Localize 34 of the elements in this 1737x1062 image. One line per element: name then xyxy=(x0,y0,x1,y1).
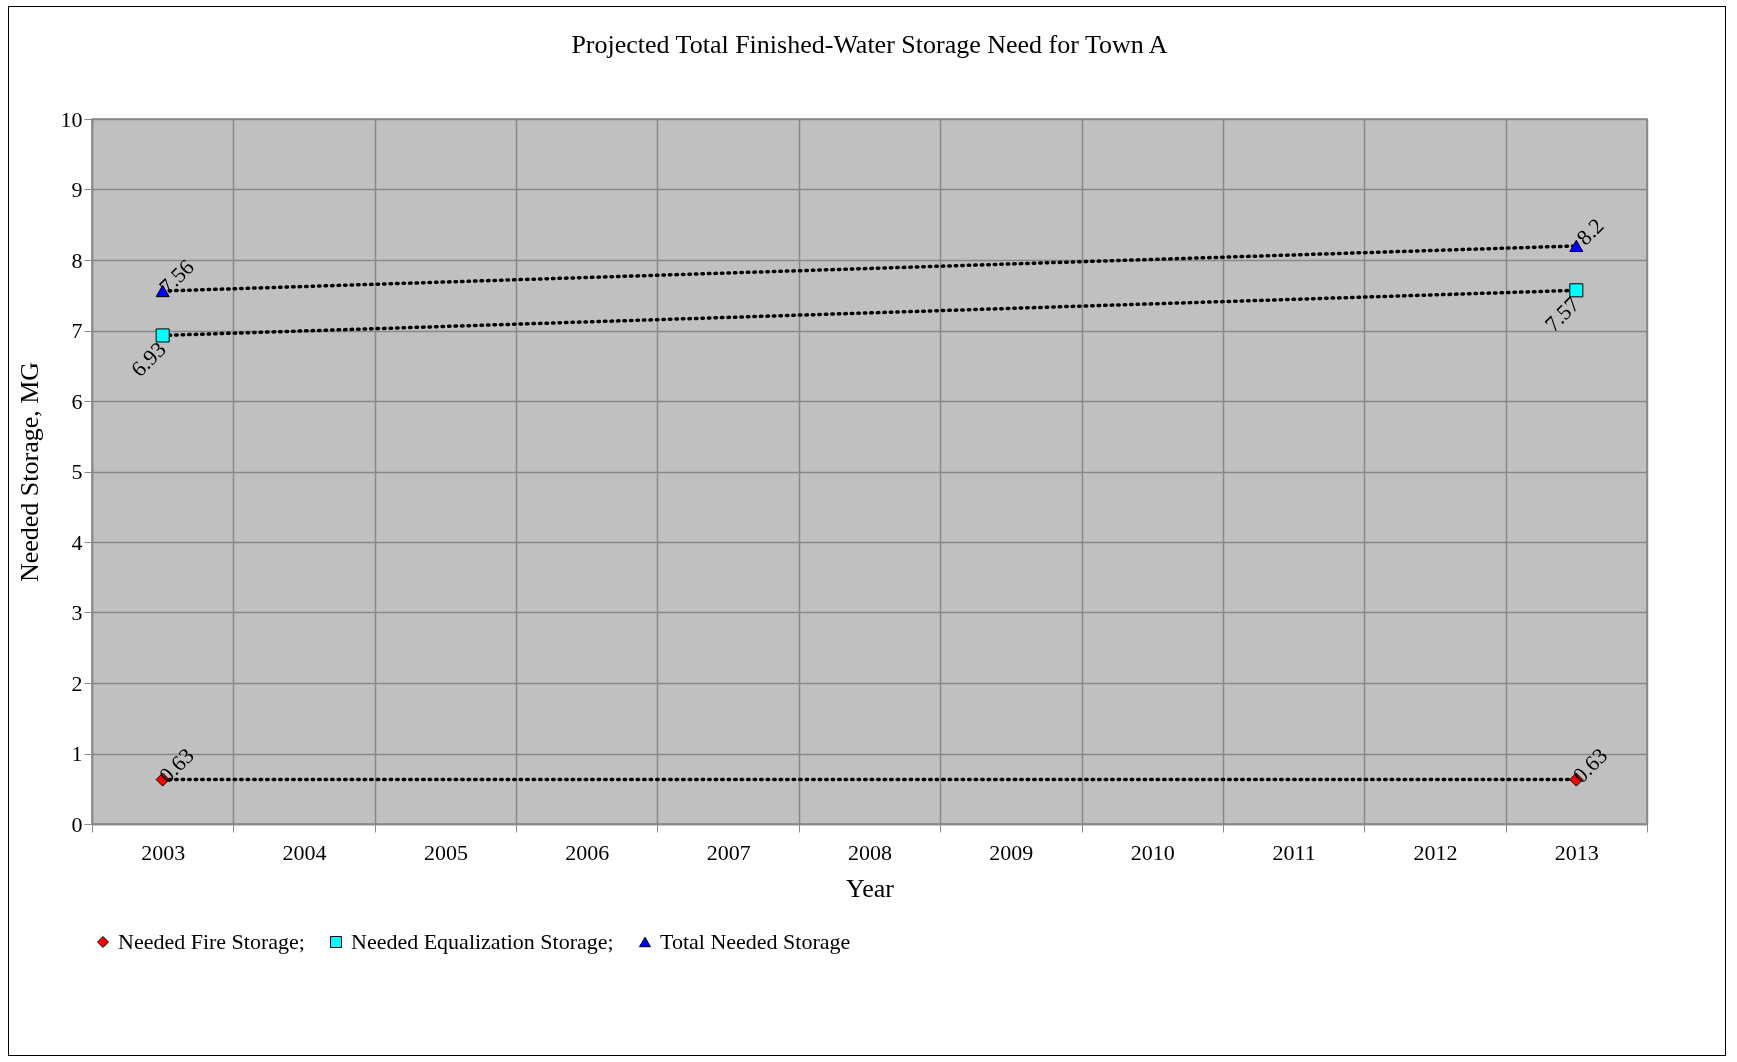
x-tick-label: 2009 xyxy=(989,839,1034,865)
y-tick-label: 9 xyxy=(71,177,83,202)
data-label: 7.57 xyxy=(1539,291,1585,337)
x-tick-label: 2012 xyxy=(1413,839,1458,865)
x-tick-label: 2005 xyxy=(423,839,468,865)
point xyxy=(155,328,170,343)
x-tick-label: 2008 xyxy=(848,839,892,865)
x-axis-title: Year xyxy=(846,873,895,903)
y-tick-label: 3 xyxy=(71,600,83,625)
data-label: 0.63 xyxy=(1567,742,1613,788)
x-tick-label: 2013 xyxy=(1554,839,1599,865)
data-label: 0.63 xyxy=(153,742,199,788)
y-tick-label: 5 xyxy=(71,459,83,484)
point xyxy=(1569,283,1584,298)
x-tick-label: 2003 xyxy=(141,839,186,865)
y-tick-label: 10 xyxy=(60,106,83,132)
y-axis-title: Needed Storage, MG xyxy=(14,361,44,583)
y-tick-label: 4 xyxy=(71,529,83,555)
data-label: 6.93 xyxy=(125,336,171,382)
y-tick-label: 0 xyxy=(71,811,83,837)
y-tick-label: 8 xyxy=(71,247,83,273)
y-tick-label: 2 xyxy=(71,670,83,696)
y-tick-label: 6 xyxy=(71,388,83,414)
y-tick-label: 1 xyxy=(71,741,83,766)
y-tick-label: 7 xyxy=(71,318,83,343)
legend-label: Needed Fire Storage; xyxy=(118,929,305,954)
x-tick-label: 2007 xyxy=(706,839,751,865)
chart-title: Projected Total Finished-Water Storage Need for Town A xyxy=(571,30,1168,59)
x-tick-label: 2010 xyxy=(1130,839,1175,865)
x-tick-label: 2006 xyxy=(565,839,610,865)
legend-label: Total Needed Storage xyxy=(660,929,851,954)
legend-label: Needed Equalization Storage; xyxy=(351,929,614,954)
x-tick-label: 2004 xyxy=(282,839,327,865)
x-tick-label: 2011 xyxy=(1272,839,1316,865)
